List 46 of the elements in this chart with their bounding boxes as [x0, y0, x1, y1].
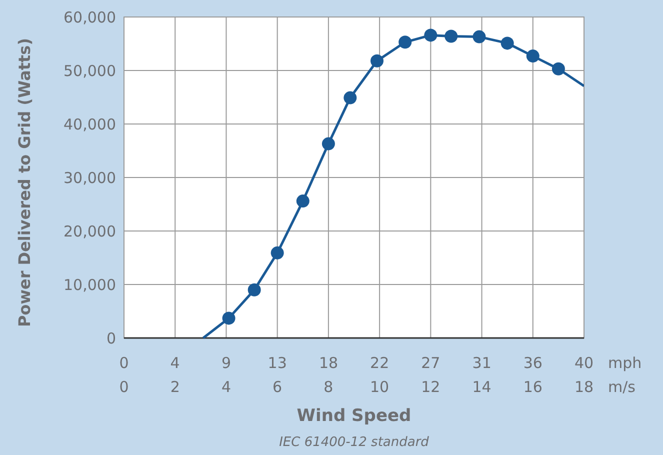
x-tick-label: 6	[272, 378, 282, 396]
point	[270, 246, 284, 260]
y-tick-label: 60,000	[64, 8, 116, 26]
x-axis-title: Wind Speed	[296, 406, 412, 426]
x-tick-label: 4	[221, 378, 231, 396]
text: m/s	[608, 378, 636, 396]
point	[370, 54, 384, 68]
x-tick-label: 8	[324, 378, 334, 396]
x2-tick-label: 40	[574, 354, 594, 372]
point	[552, 62, 565, 76]
point	[222, 312, 236, 325]
x2-tick-label: 22	[370, 354, 390, 372]
x-tick-label: 10	[370, 378, 390, 396]
point	[248, 283, 261, 296]
y-tick-label: 50,000	[64, 62, 116, 80]
x2-tick-label: 36	[523, 354, 542, 372]
y-tick-label: 20,000	[64, 222, 116, 240]
point	[444, 30, 458, 43]
x-tick-label: 12	[421, 378, 440, 396]
x2-axis-title: mph	[608, 354, 642, 372]
x2-tick-label: 4	[170, 354, 180, 372]
y-axis-title: Power Delivered to Grid (Watts)	[15, 38, 34, 328]
point	[500, 36, 514, 50]
y-tick-label: 10,000	[64, 276, 116, 294]
y-tick-label: 30,000	[64, 168, 116, 187]
x-tick-label: 0	[119, 378, 129, 396]
text: IEC 61400-12 standard	[279, 435, 430, 450]
x2-tick-label: 0	[119, 354, 129, 372]
x2-tick-label: 13	[268, 354, 287, 372]
x-tick-label: 16	[523, 378, 542, 396]
x2-tick-label: 31	[472, 354, 492, 372]
y-tick-label: 40,000	[64, 115, 116, 134]
x2-tick-label: 18	[318, 354, 338, 372]
x-tick-label: 2	[170, 378, 180, 396]
x2-tick-label: 27	[421, 354, 440, 372]
point	[424, 28, 438, 42]
x2-tick-label: 9	[221, 354, 232, 372]
x-tick-label: 18	[574, 378, 594, 396]
y-tick-label: 0	[106, 329, 116, 348]
point	[398, 36, 412, 49]
point	[344, 91, 357, 104]
point	[322, 137, 335, 150]
point	[526, 50, 540, 63]
x-tick-label: 14	[472, 378, 492, 396]
point	[296, 194, 310, 208]
point	[472, 30, 486, 44]
